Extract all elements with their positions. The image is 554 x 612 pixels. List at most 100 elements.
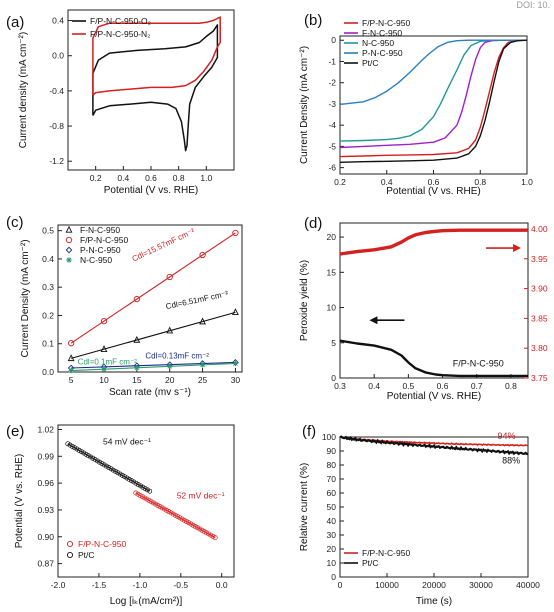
legend-label: Pt/C	[78, 550, 95, 560]
y-tick-label: 0	[331, 373, 336, 383]
panel-d: (d) 0.3 0.4 0.5 0.6 0.7 0.8 0 5 10 15 20 Potential (…	[299, 215, 548, 402]
stability-curve-1	[339, 435, 529, 456]
x-axis-label: Potential (V vs. RHE)	[387, 391, 481, 402]
data-point	[133, 295, 141, 303]
lsv-curve-0	[339, 39, 528, 158]
y-tick-label: 40	[327, 516, 337, 526]
x-tick-label: 0.2	[90, 173, 102, 183]
fit-line-2	[71, 361, 236, 369]
tafel-point	[212, 535, 218, 541]
legend-label: F/P-N-C-950-N₂	[90, 29, 150, 39]
x-tick-label: 0.6	[428, 177, 440, 187]
x-tick-label: 0.4	[368, 381, 380, 391]
legend-label: Pt/C	[362, 558, 379, 568]
y-right-tick-label: 3.90	[531, 284, 548, 294]
panel-label-d: (d)	[304, 215, 322, 232]
legend-label: P-N-C-950	[362, 48, 403, 58]
y-tick-label: 30	[327, 530, 337, 540]
plot-frame-c	[57, 224, 243, 373]
panel-label-e: (e)	[6, 423, 24, 440]
y-tick-label: 0.93	[37, 505, 54, 515]
fit-line-0	[70, 311, 236, 359]
x-tick-label: 5	[69, 375, 74, 385]
x-tick-label: 0.5	[402, 381, 414, 391]
y-tick-label: 15	[327, 267, 337, 277]
data-point	[232, 229, 239, 237]
right-axis-arrowhead	[513, 244, 522, 253]
legend-marker	[65, 246, 73, 254]
data-point	[133, 335, 141, 343]
y-tick-label: 60	[327, 488, 337, 498]
x-tick-label: 0.8	[173, 173, 185, 183]
y-axis-label: Current Density (mA cm⁻²)	[20, 239, 31, 357]
y-axis-label: Relative current (%)	[299, 463, 310, 551]
y-tick-label: 0	[331, 35, 336, 45]
legend-label: F/P-N-C-950	[78, 539, 126, 549]
data-point	[134, 365, 140, 371]
plot-frame-d	[339, 222, 529, 379]
legend-marker	[65, 236, 73, 244]
panel-label-c: (c)	[6, 214, 24, 231]
x-tick-label: 0	[338, 580, 343, 590]
y-right-tick-label: 3.75	[531, 373, 548, 383]
retention-annotation: 88%	[502, 456, 520, 466]
cv-curve-1	[92, 16, 221, 96]
data-point	[232, 308, 239, 316]
y-tick-label: 0.4	[42, 254, 54, 264]
data-point	[101, 366, 107, 372]
y-tick-label: -3	[328, 99, 336, 109]
lsv-curve-2	[339, 39, 527, 142]
data-point	[166, 326, 174, 334]
x-tick-label: 1.0	[200, 173, 212, 183]
x-tick-label: 10	[99, 375, 109, 385]
panel-f: (f) 0 10000 20000 30000 40000 0 10 20 30 40 50 60 70 8…	[299, 423, 540, 607]
lsv-curve-4	[339, 39, 528, 163]
retention-annotation: 94%	[497, 431, 515, 441]
y-tick-label: 0.96	[37, 478, 54, 488]
y-right-tick-label: 4.00	[531, 224, 548, 234]
cdl-annotation: Cdl=6.51mF cm⁻²	[165, 289, 229, 311]
data-point	[67, 340, 75, 347]
y-axis-label: Current density (mA cm⁻²)	[18, 32, 29, 148]
x-tick-label: -0.5	[173, 580, 188, 590]
y-tick-label: 0	[331, 572, 336, 582]
y-tick-label: 20	[327, 544, 337, 554]
y-tick-label: 0.0	[42, 367, 54, 377]
series-label: F/P-N-C-950	[453, 359, 504, 369]
y-tick-label: -2	[328, 78, 336, 88]
y-tick-label: 1.02	[37, 424, 54, 434]
lsv-curve-1	[339, 39, 527, 149]
legend-label: F/P-N-C-950	[362, 548, 410, 558]
y-tick-label: 10	[327, 303, 337, 313]
cdl-annotation: Cdl=0.1mF cm⁻²	[78, 357, 137, 366]
panel-a: (a) 0.2 0.4 0.6 0.8 1.0 -1.2 -0.8 -0.4 0.0 0.4 Pote…	[6, 9, 235, 196]
x-tick-label: 20000	[422, 580, 446, 590]
plot-frame-e	[57, 424, 235, 578]
x-tick-label: -1.5	[92, 580, 107, 590]
x-axis-label: Potential (V vs. RHE)	[386, 186, 480, 197]
tafel-fit-1	[67, 443, 150, 492]
data-point	[199, 251, 206, 259]
y-tick-label: 0.2	[42, 310, 54, 320]
x-tick-label: 15	[132, 375, 142, 385]
y-right-tick-label: 3.80	[531, 343, 548, 353]
y-tick-label: 0.1	[42, 339, 54, 349]
y-tick-label: -1	[328, 56, 336, 66]
legend-label: Pt/C	[362, 58, 379, 68]
data-point	[100, 345, 108, 353]
y-tick-label: 70	[327, 474, 337, 484]
panel-b: (b) 0.2 0.4 0.6 0.8 1.0 -6 -5 -4 -3 -2 -1 0 Potential…	[299, 12, 533, 197]
y-tick-label: 0.87	[37, 559, 54, 569]
lsv-curve-3	[339, 39, 527, 106]
x-tick-label: 1.0	[521, 177, 533, 187]
x-tick-label: 0.2	[334, 177, 346, 187]
legend-label: N-C-950	[362, 38, 394, 48]
y-tick-label: 10	[327, 558, 337, 568]
fit-line-1	[70, 232, 236, 344]
y-axis-label: Peroxide yield (%)	[299, 260, 310, 341]
legend-label: F-N-C-950	[362, 28, 402, 38]
y-tick-label: 20	[327, 232, 337, 242]
x-tick-label: 25	[198, 375, 208, 385]
legend-marker	[66, 257, 72, 263]
x-tick-label: 0.0	[216, 580, 228, 590]
